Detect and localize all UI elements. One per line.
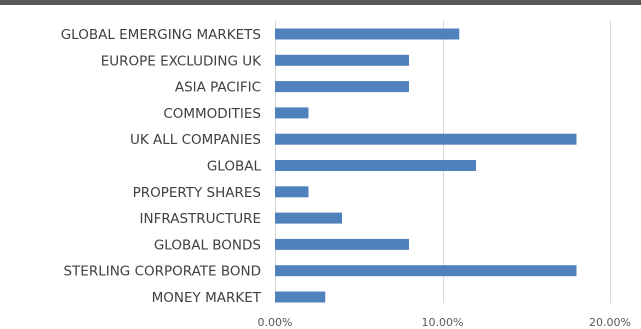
bar	[275, 238, 409, 250]
bars	[275, 28, 577, 303]
bar	[275, 28, 460, 40]
category-label: GLOBAL	[207, 159, 262, 175]
bar	[275, 107, 309, 119]
bar	[275, 54, 409, 66]
category-label: GLOBAL EMERGING MARKETS	[61, 27, 261, 43]
category-label: COMMODITIES	[163, 106, 261, 122]
category-label: STERLING CORPORATE BOND	[63, 264, 261, 280]
category-labels: GLOBAL EMERGING MARKETS EUROPE EXCLUDING …	[61, 27, 262, 306]
chart-top-border	[0, 0, 641, 5]
bar	[275, 133, 577, 145]
x-tick-label: 20.00%	[589, 316, 631, 329]
x-tick-label: 0.00%	[258, 316, 293, 329]
bar	[275, 160, 476, 171]
category-label: ASIA PACIFIC	[175, 80, 261, 96]
category-label: EUROPE EXCLUDING UK	[101, 53, 262, 69]
category-label: INFRASTRUCTURE	[140, 211, 261, 227]
category-label: UK ALL COMPANIES	[130, 132, 261, 148]
bar	[275, 291, 326, 303]
bar	[275, 212, 342, 224]
category-label: PROPERTY SHARES	[133, 185, 261, 201]
x-tick-label: 10.00%	[422, 316, 464, 329]
category-label: GLOBAL BONDS	[154, 237, 261, 253]
category-label: MONEY MARKET	[152, 290, 262, 306]
bar	[275, 81, 409, 93]
bar	[275, 265, 577, 277]
x-tick-labels: 0.00% 10.00% 20.00%	[258, 316, 631, 329]
bar	[275, 186, 309, 198]
